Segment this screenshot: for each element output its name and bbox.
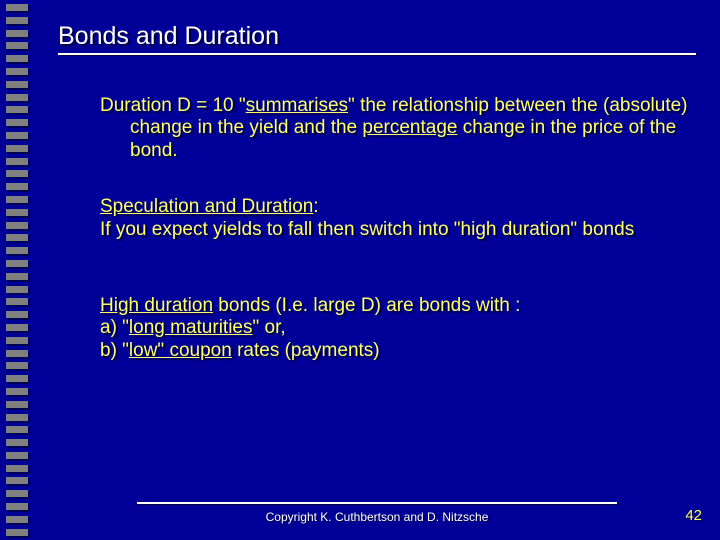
tick-mark xyxy=(6,388,28,395)
tick-mark xyxy=(6,298,28,305)
paragraph-1: Duration D = 10 "summarises" the relatio… xyxy=(130,95,696,162)
tick-mark xyxy=(6,516,28,523)
footer: Copyright K. Cuthbertson and D. Nitzsche xyxy=(58,502,696,524)
tick-mark xyxy=(6,106,28,113)
tick-mark xyxy=(6,42,28,49)
tick-mark xyxy=(6,414,28,421)
footer-rule xyxy=(137,502,617,504)
tick-mark xyxy=(6,247,28,254)
text: rates (payments) xyxy=(232,340,380,361)
tick-mark xyxy=(6,68,28,75)
tick-mark xyxy=(6,183,28,190)
decorative-tick-column xyxy=(6,4,34,536)
tick-mark xyxy=(6,234,28,241)
copyright-text: Copyright K. Cuthbertson and D. Nitzsche xyxy=(58,510,696,524)
tick-mark xyxy=(6,439,28,446)
text: If you expect yields to fall then switch… xyxy=(100,219,634,240)
underlined-text: long maturities xyxy=(129,317,253,338)
tick-mark xyxy=(6,145,28,152)
tick-mark xyxy=(6,465,28,472)
tick-mark xyxy=(6,324,28,331)
slide-body: Duration D = 10 "summarises" the relatio… xyxy=(58,95,696,362)
tick-mark xyxy=(6,375,28,382)
tick-mark xyxy=(6,209,28,216)
underlined-text: percentage xyxy=(362,117,457,138)
tick-mark xyxy=(6,222,28,229)
tick-mark xyxy=(6,477,28,484)
tick-mark xyxy=(6,401,28,408)
text: a) " xyxy=(100,317,129,338)
tick-mark xyxy=(6,362,28,369)
tick-mark xyxy=(6,30,28,37)
tick-mark xyxy=(6,132,28,139)
tick-mark xyxy=(6,350,28,357)
underlined-text: summarises xyxy=(246,95,348,116)
tick-mark xyxy=(6,260,28,267)
tick-mark xyxy=(6,426,28,433)
text: " or, xyxy=(252,317,285,338)
text: bonds (I.e. large D) are bonds with : xyxy=(213,295,520,316)
tick-mark xyxy=(6,452,28,459)
tick-mark xyxy=(6,81,28,88)
tick-mark xyxy=(6,119,28,126)
tick-mark xyxy=(6,503,28,510)
paragraph-2: Speculation and Duration: If you expect … xyxy=(100,196,696,241)
text: : xyxy=(313,196,318,217)
tick-mark xyxy=(6,286,28,293)
slide-title: Bonds and Duration xyxy=(58,22,696,51)
underlined-text: High duration xyxy=(100,295,213,316)
tick-mark xyxy=(6,4,28,11)
tick-mark xyxy=(6,55,28,62)
tick-mark xyxy=(6,529,28,536)
tick-mark xyxy=(6,196,28,203)
underlined-text: low" coupon xyxy=(129,340,232,361)
paragraph-3: High duration bonds (I.e. large D) are b… xyxy=(100,295,696,362)
text: Duration D = 10 " xyxy=(100,95,246,116)
tick-mark xyxy=(6,490,28,497)
slide-content: Bonds and Duration Duration D = 10 "summ… xyxy=(58,22,696,362)
tick-mark xyxy=(6,94,28,101)
text: b) " xyxy=(100,340,129,361)
tick-mark xyxy=(6,311,28,318)
underlined-text: Speculation and Duration xyxy=(100,196,313,217)
tick-mark xyxy=(6,158,28,165)
tick-mark xyxy=(6,170,28,177)
tick-mark xyxy=(6,273,28,280)
tick-mark xyxy=(6,17,28,24)
tick-mark xyxy=(6,337,28,344)
page-number: 42 xyxy=(685,507,702,524)
title-rule xyxy=(58,53,696,55)
